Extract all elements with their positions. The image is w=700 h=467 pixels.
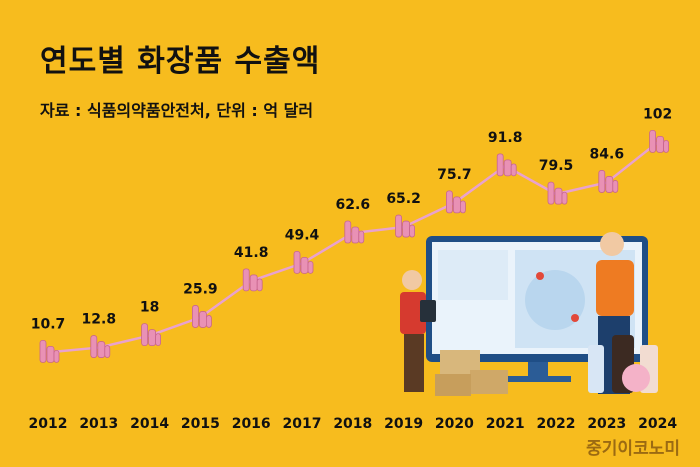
value-label: 84.6 [590, 146, 625, 162]
monitor-panel-left [438, 250, 508, 300]
monitor-neck [528, 362, 548, 376]
cosmetic-bottles-icon [649, 129, 669, 153]
tablet-icon [420, 300, 436, 322]
world-map-icon [525, 270, 585, 330]
value-label: 79.5 [539, 158, 574, 174]
x-tick-label: 2019 [384, 416, 423, 432]
box-icon-3 [435, 374, 471, 396]
monitor-stand [505, 376, 571, 382]
data-markers [39, 129, 669, 363]
x-tick-label: 2021 [486, 416, 525, 432]
chart-subtitle: 자료 : 식품의약품안전처, 단위 : 억 달러 [40, 101, 314, 120]
cosmetic-bottles-icon [445, 190, 466, 214]
cosmetic-bottles-icon [395, 214, 416, 238]
location-pin-icon [536, 272, 544, 280]
x-tick-label: 2022 [537, 416, 576, 432]
cosmetic-bottles-icon [39, 339, 60, 363]
cosmetic-bottles-icon [598, 170, 619, 193]
value-label: 65.2 [386, 191, 421, 207]
value-label: 25.9 [183, 281, 218, 297]
page-title: 연도별 화장품 수출액 [40, 44, 321, 79]
cosmetic-bottles-icon [141, 323, 162, 347]
person-head-icon-2 [600, 232, 624, 256]
value-label: 12.8 [82, 312, 117, 328]
x-axis-labels: 2012 2013 2014 2015 2016 2017 2018 2019 2020 2021… [29, 416, 678, 432]
x-tick-label: 2013 [79, 416, 118, 432]
brand-logo: 중기이코노미 [586, 439, 680, 459]
value-label: 18 [140, 300, 159, 316]
value-label: 75.7 [437, 167, 472, 183]
value-label: 49.4 [285, 227, 320, 243]
person-head-icon [402, 270, 422, 290]
cosmetic-bottles-icon [496, 153, 517, 177]
x-tick-label: 2020 [435, 416, 474, 432]
value-label: 102 [643, 106, 672, 122]
cosmetic-bottles-icon [242, 268, 263, 292]
person-body-2 [596, 260, 634, 316]
x-tick-label: 2018 [333, 416, 372, 432]
x-tick-label: 2017 [283, 416, 322, 432]
compact-mirror-icon [622, 364, 650, 392]
x-tick-label: 2012 [29, 416, 68, 432]
x-tick-label: 2024 [638, 416, 677, 432]
value-label: 91.8 [488, 130, 523, 146]
x-tick-label: 2023 [587, 416, 626, 432]
value-labels: 10.7 12.8 18 25.9 41.8 49.4 62.6 65.2 75.7 91.8 79… [31, 106, 672, 332]
value-label: 10.7 [31, 316, 66, 332]
value-label: 41.8 [234, 245, 269, 261]
x-tick-label: 2014 [130, 416, 169, 432]
person-body [400, 292, 426, 334]
cosmetic-bottles-icon [90, 335, 111, 358]
cosmetic-bottle-icon [588, 345, 604, 393]
person-legs [404, 334, 424, 392]
cosmetic-bottles-icon [547, 181, 568, 205]
cosmetic-bottles-icon [293, 250, 314, 274]
x-tick-label: 2015 [181, 416, 220, 432]
cosmetic-bottles-icon [191, 305, 212, 328]
location-pin-icon-2 [571, 314, 579, 322]
business-illustration [400, 232, 658, 396]
cosmetic-bottles-icon [344, 220, 365, 244]
box-icon-2 [470, 370, 508, 394]
x-tick-label: 2016 [232, 416, 271, 432]
value-label: 62.6 [336, 197, 371, 213]
